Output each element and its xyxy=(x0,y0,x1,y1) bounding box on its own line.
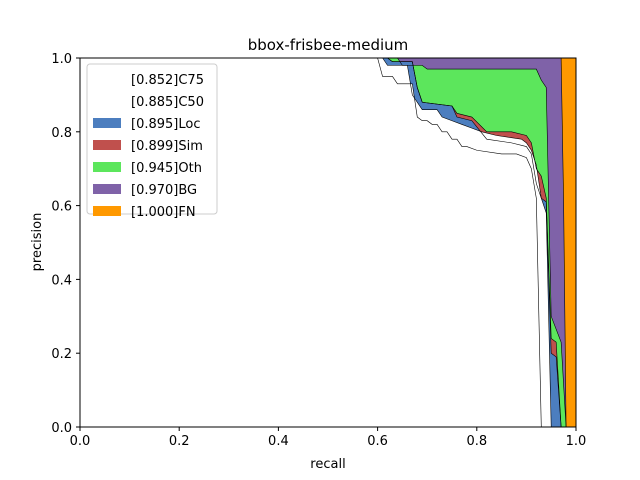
y-tick-label: 1.0 xyxy=(51,52,72,67)
line--0-885-c50 xyxy=(80,57,552,428)
y-tick-label: 0.2 xyxy=(51,347,72,362)
x-axis-label: recall xyxy=(310,457,345,472)
line--0-852-c75 xyxy=(80,57,542,428)
y-tick-label: 0.0 xyxy=(51,421,72,436)
x-tick-label: 0.6 xyxy=(367,434,388,449)
legend-label: [1.000]FN xyxy=(131,205,196,220)
x-tick-label: 0.2 xyxy=(169,434,190,449)
x-tick-label: 0.0 xyxy=(70,434,91,449)
legend-label: [0.899]Sim xyxy=(131,139,203,154)
legend-label: [0.885]C50 xyxy=(131,95,204,110)
x-tick-label: 1.0 xyxy=(566,434,587,449)
legend: [0.852]C75 [0.885]C50 [0.895]Loc [0.899]Sim… xyxy=(86,63,218,220)
legend-label: [0.852]C75 xyxy=(131,73,204,88)
x-tick-label: 0.8 xyxy=(466,434,487,449)
legend-label: [0.945]Oth xyxy=(131,161,202,176)
legend-swatch xyxy=(93,184,121,194)
line--0-945-oth xyxy=(80,57,567,428)
legend-swatch xyxy=(93,206,121,216)
y-tick-label: 0.4 xyxy=(51,273,72,288)
legend-swatch xyxy=(93,96,121,106)
legend-swatch xyxy=(93,118,121,128)
legend-label: [0.895]Loc xyxy=(131,117,200,132)
legend-swatch xyxy=(93,140,121,150)
legend-label: [0.970]BG xyxy=(131,183,197,198)
y-axis-label: precision xyxy=(30,213,45,272)
line--0-895-loc xyxy=(80,57,562,428)
y-tick-label: 0.8 xyxy=(51,126,72,141)
legend-swatch xyxy=(93,162,121,172)
y-axis-ticks: 0.0 0.2 0.4 0.6 0.8 1.0 xyxy=(51,52,80,436)
chart-title: bbox-frisbee-medium xyxy=(248,36,409,54)
x-tick-label: 0.4 xyxy=(268,434,289,449)
y-tick-label: 0.6 xyxy=(51,200,72,215)
x-axis-ticks: 0.0 0.2 0.4 0.6 0.8 1.0 xyxy=(70,427,587,449)
legend-swatch xyxy=(93,74,121,84)
plot-frame xyxy=(79,57,577,428)
